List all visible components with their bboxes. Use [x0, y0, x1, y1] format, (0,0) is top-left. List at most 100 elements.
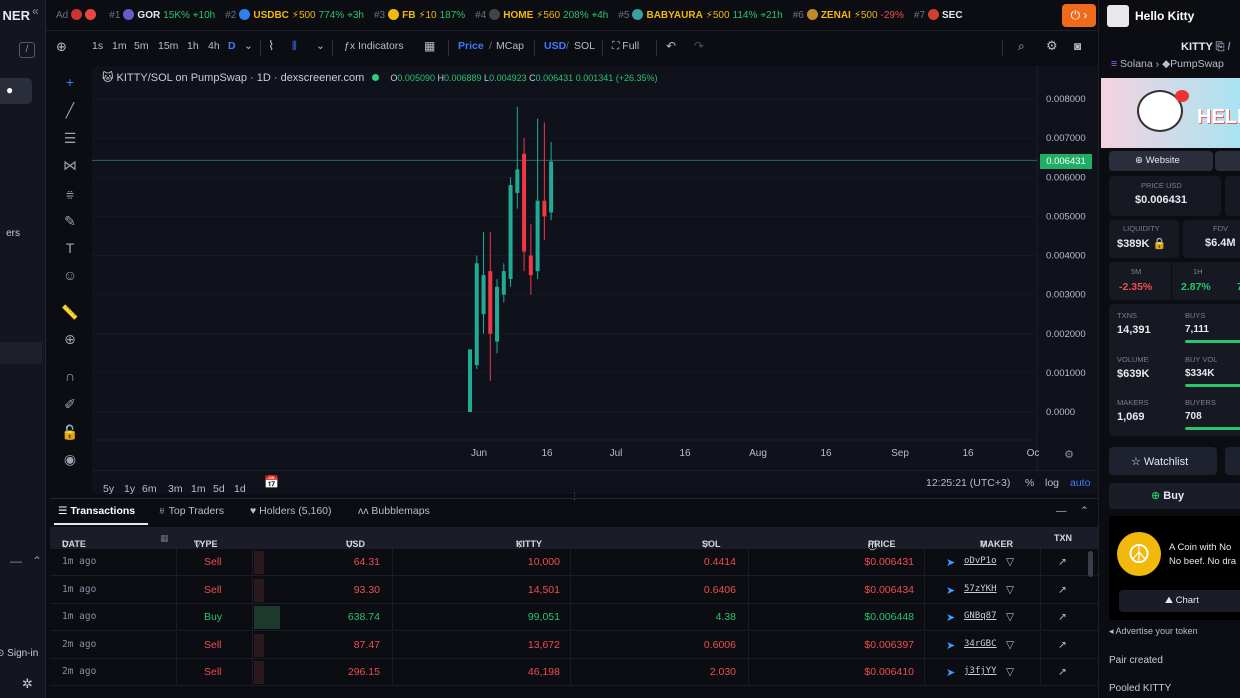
calendar-icon[interactable]: ▦: [160, 533, 169, 543]
table-row[interactable]: 1m ago Sell 64.31 10,000 0.4414 $0.006431 ➤ oDv…: [50, 549, 1098, 576]
templates-grid-icon[interactable]: ▦: [424, 39, 436, 53]
row-maker[interactable]: GNBq87: [964, 611, 997, 621]
sol-toggle[interactable]: SOL: [574, 40, 596, 52]
date-range-icon[interactable]: 📅: [264, 475, 279, 489]
ad-badge[interactable]: Ad: [56, 0, 97, 30]
external-link-icon[interactable]: ↗: [1058, 556, 1067, 568]
website-button[interactable]: ⊕ Website: [1109, 151, 1213, 171]
range-1d[interactable]: 1d: [234, 483, 246, 495]
tab-holders[interactable]: ♥ Holders (5,160): [250, 505, 332, 517]
advertise-link[interactable]: ◂ Advertise your token: [1109, 626, 1198, 637]
timeframe-dropdown-icon[interactable]: ⌄: [244, 40, 253, 52]
tab-bubblemaps[interactable]: ʌʌ Bubblemaps: [358, 505, 430, 517]
promo-card[interactable]: ☮ A Coin with No No beef. No dra ⛰ Chart: [1109, 516, 1240, 620]
timeframe-5m[interactable]: 5m: [134, 40, 149, 52]
alert-button[interactable]: [1225, 447, 1240, 475]
search-shortcut-icon[interactable]: /: [19, 42, 35, 58]
sidebar-item-active[interactable]: [0, 342, 42, 364]
log-scale-toggle[interactable]: log: [1045, 477, 1060, 489]
timeframe-15m[interactable]: 15m: [158, 40, 179, 52]
eye-icon[interactable]: ◉: [63, 451, 77, 467]
timeframe-1m[interactable]: 1m: [112, 40, 127, 52]
price-toggle[interactable]: Price: [458, 40, 484, 52]
tab-transactions[interactable]: ☰ Transactions: [58, 505, 135, 517]
timeframe-1h[interactable]: 1h: [187, 40, 199, 52]
expand-panel-icon[interactable]: ⌃: [1080, 505, 1089, 517]
row-maker[interactable]: 34rGBC: [964, 638, 997, 649]
external-link-icon[interactable]: ↗: [1058, 611, 1067, 623]
range-5d[interactable]: 5d: [213, 483, 225, 495]
chain-breadcrumb[interactable]: ≡ Solana › ◆PumpSwap: [1111, 58, 1224, 70]
buy-button[interactable]: ⊕ Buy: [1109, 483, 1240, 509]
mcap-toggle[interactable]: MCap: [496, 40, 525, 52]
row-maker[interactable]: 57zYKH: [964, 583, 997, 594]
ticker-item[interactable]: #4 HOME ⚡560 208% ⌖4h: [475, 0, 608, 30]
undo-icon[interactable]: ↶: [666, 39, 677, 53]
range-5y[interactable]: 5y: [103, 483, 115, 495]
sidebar-item-label[interactable]: ers: [6, 228, 20, 239]
expand-icon[interactable]: ⌃: [32, 554, 43, 568]
line-chart-icon[interactable]: ⌇: [268, 38, 275, 53]
promo-chart-button[interactable]: ⛰ Chart: [1119, 590, 1240, 612]
ticker-item[interactable]: #3 FB ⚡10 187%: [374, 0, 465, 30]
ticker-item[interactable]: #1 GOR 15K% ⌖10h: [109, 0, 215, 30]
range-6m[interactable]: 6m: [142, 483, 157, 495]
timeframe-4h[interactable]: 4h: [208, 40, 220, 52]
magnet-icon[interactable]: ∩: [64, 368, 76, 384]
range-1m[interactable]: 1m: [191, 483, 206, 495]
pattern-icon[interactable]: ⋈: [63, 157, 77, 173]
external-link-icon[interactable]: ↗: [1058, 583, 1067, 596]
timeframe-1s[interactable]: 1s: [92, 40, 104, 52]
redo-icon[interactable]: ↷: [694, 39, 705, 53]
row-maker[interactable]: j3fjYY: [964, 666, 997, 676]
filter-maker-icon[interactable]: ▽: [1006, 556, 1015, 568]
zoom-in-icon[interactable]: ⊕: [64, 331, 76, 347]
drawing-mode-icon[interactable]: ✐: [64, 396, 76, 412]
filter-maker-icon[interactable]: ▽: [1006, 638, 1015, 651]
settings-icon[interactable]: ⚙: [1046, 38, 1058, 53]
timeframe-d[interactable]: D: [228, 40, 236, 52]
external-link-icon[interactable]: ↗: [1058, 666, 1067, 678]
table-row[interactable]: 2m ago Sell 87.47 13,672 0.6006 $0.006397 ➤ 34r…: [50, 631, 1098, 659]
minimize-icon[interactable]: —: [10, 554, 22, 568]
row-maker[interactable]: oDvP1o: [964, 556, 997, 566]
text-tool-icon[interactable]: T: [65, 240, 75, 256]
add-indicator-icon[interactable]: ⊕: [56, 39, 67, 54]
watchlist-button[interactable]: ☆ Watchlist: [1109, 447, 1217, 475]
tab-top-traders[interactable]: ♅ Top Traders: [158, 505, 224, 517]
ticker-item[interactable]: #2 USDBC ⚡500 774% ⌖3h: [225, 0, 364, 30]
resize-handle-icon[interactable]: ⋮: [570, 491, 579, 501]
fullscreen-button[interactable]: ⛶ Full: [612, 40, 639, 53]
collapse-sidebar-icon[interactable]: «: [32, 4, 39, 18]
auto-scale-toggle[interactable]: auto: [1070, 477, 1091, 489]
lock-icon[interactable]: 🔓: [61, 424, 79, 440]
camera-icon[interactable]: ◙: [1074, 39, 1082, 53]
ticker-item[interactable]: #6 ZENAI ⚡500 -29%: [793, 0, 904, 30]
socials-button[interactable]: [1215, 151, 1240, 171]
crosshair-icon[interactable]: +: [65, 74, 75, 90]
ticker-item[interactable]: #5 BABYAURA ⚡500 114% ⌖21h: [618, 0, 783, 30]
table-row[interactable]: 1m ago Buy 638.74 99,051 4.38 $0.006448 ➤ GNBq8…: [50, 604, 1098, 631]
chart-type-dropdown-icon[interactable]: ⌄: [316, 40, 325, 52]
alert-search-icon[interactable]: ⌕: [1018, 39, 1025, 53]
emoji-icon[interactable]: ☺: [62, 267, 78, 283]
percent-scale-toggle[interactable]: %: [1025, 477, 1035, 489]
fib-retracement-icon[interactable]: ☰: [63, 130, 77, 146]
minimize-panel-icon[interactable]: —: [1056, 505, 1067, 517]
filter-maker-icon[interactable]: ▽: [1006, 666, 1015, 678]
scrollbar[interactable]: [1088, 551, 1093, 577]
range-1y[interactable]: 1y: [124, 483, 136, 495]
sidebar-item-selected[interactable]: ●: [0, 78, 32, 104]
external-link-icon[interactable]: ↗: [1058, 638, 1067, 651]
filter-maker-icon[interactable]: ▽: [1006, 611, 1015, 623]
range-3m[interactable]: 3m: [168, 483, 183, 495]
usd-toggle[interactable]: USD: [544, 40, 567, 52]
table-row[interactable]: 2m ago Sell 296.15 46,198 2.030 $0.006410 ➤ j3f…: [50, 659, 1098, 686]
ticker-item[interactable]: #7 SEC: [914, 0, 963, 30]
ruler-icon[interactable]: 📏: [61, 304, 79, 320]
boost-button[interactable]: ⏻ ›: [1062, 4, 1096, 27]
candle-chart-icon[interactable]: ⫼: [292, 40, 297, 52]
candlestick-chart[interactable]: 0.008000 0.007000 0.006000 0.005000 0.004000…: [92, 66, 1098, 470]
gear-icon[interactable]: ✲: [22, 676, 33, 691]
trend-line-icon[interactable]: ╱: [65, 102, 75, 118]
